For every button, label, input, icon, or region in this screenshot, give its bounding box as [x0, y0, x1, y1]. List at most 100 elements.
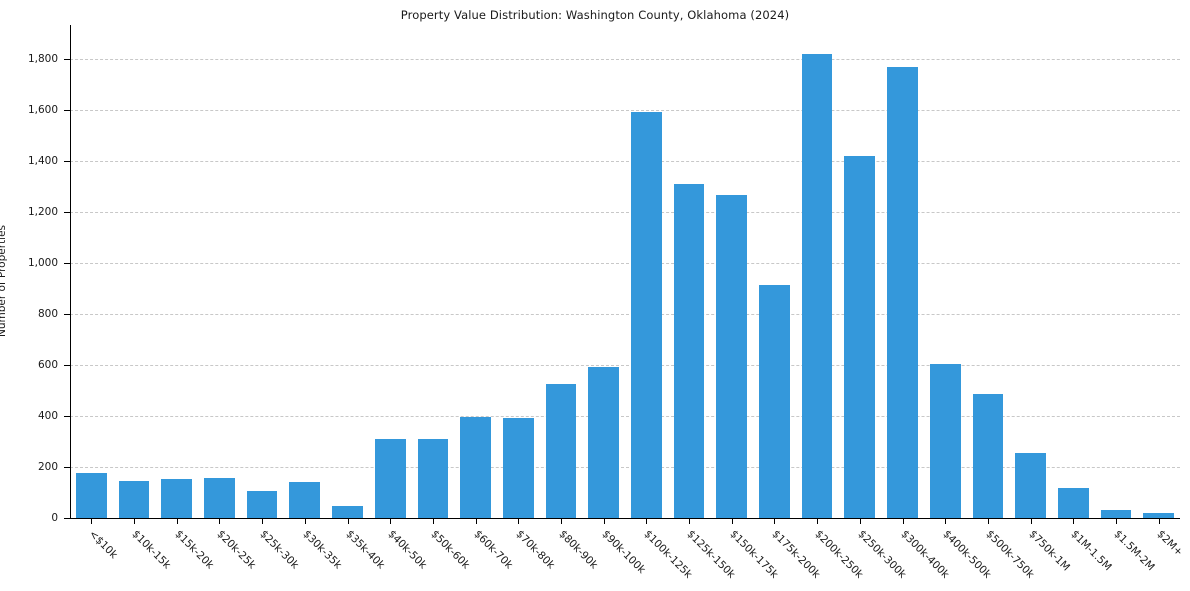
- x-axis-tick-label: $750k-1M: [1026, 528, 1071, 573]
- y-axis-tick-mark: [64, 314, 70, 315]
- y-axis-label: Number of Properties: [0, 224, 8, 338]
- y-axis-tick-mark: [64, 416, 70, 417]
- x-axis-tick-mark: [134, 519, 136, 524]
- y-axis-tick-label: 200: [37, 461, 58, 473]
- x-axis-tick-mark: [560, 519, 562, 524]
- x-axis-tick-mark: [304, 519, 306, 524]
- x-axis-tick-mark: [1073, 519, 1075, 524]
- x-axis-tick-label: $35k-40k: [343, 528, 386, 571]
- x-axis-tick-label: $20k-25k: [215, 528, 258, 571]
- y-axis-tick-mark: [64, 263, 70, 264]
- x-axis-tick-label-text: $50k-60k: [428, 528, 472, 572]
- bar: [630, 111, 662, 518]
- bar: [374, 438, 406, 518]
- x-axis-tick-label: $90k-100k: [599, 528, 647, 576]
- x-axis-tick-mark: [774, 519, 776, 524]
- y-axis-tick-label: 1,800: [27, 53, 58, 65]
- x-axis-tick-label: $10k-15k: [130, 528, 173, 571]
- y-axis-tick-mark: [64, 467, 70, 468]
- x-axis-tick-label-text: $60k-70k: [471, 528, 515, 572]
- x-axis-tick-mark: [731, 519, 733, 524]
- x-axis-tick-mark: [176, 519, 178, 524]
- x-axis-tick-mark: [646, 519, 648, 524]
- plot-area: [70, 53, 1180, 518]
- bar: [332, 506, 363, 518]
- x-axis-spine: [70, 518, 1180, 519]
- bar: [972, 394, 1004, 518]
- bar: [1143, 513, 1175, 518]
- y-axis-tick-label: 600: [37, 359, 58, 371]
- y-axis-tick-label: 1,000: [27, 257, 58, 269]
- x-axis-tick-label: <$10k: [87, 528, 120, 561]
- bar: [417, 438, 449, 518]
- bar: [118, 481, 150, 518]
- x-axis-tick-mark: [475, 519, 477, 524]
- y-axis-tick-label: 400: [37, 410, 58, 422]
- bar: [759, 284, 790, 518]
- x-axis-tick-label: $80k-90k: [556, 528, 599, 571]
- x-axis-tick-label-text: $80k-90k: [556, 528, 600, 572]
- x-axis-tick-label-text: <$10k: [86, 528, 121, 562]
- x-axis-tick-label: $1M-1.5M: [1069, 528, 1114, 573]
- bar: [887, 66, 918, 518]
- y-axis-tick-mark: [64, 59, 70, 60]
- x-axis-tick-label-text: $25k-30k: [257, 528, 302, 572]
- x-axis-tick-mark: [987, 519, 989, 524]
- x-axis-tick-label: $25k-30k: [258, 528, 301, 571]
- y-axis-tick-mark: [64, 161, 70, 162]
- bar: [1015, 453, 1046, 518]
- x-axis-tick-mark: [603, 519, 605, 524]
- y-axis-tick-mark: [64, 365, 70, 366]
- bar: [289, 481, 321, 518]
- x-axis-tick-label: $15k-20k: [172, 528, 215, 571]
- x-axis-tick-mark: [859, 519, 861, 524]
- y-axis-tick-mark: [64, 518, 70, 519]
- x-axis-tick-mark: [347, 519, 349, 524]
- x-axis-tick-label: $40k-50k: [386, 528, 429, 571]
- bar: [929, 363, 961, 518]
- x-axis-tick-mark: [689, 519, 691, 524]
- x-axis-tick-label-text: $2M+: [1154, 528, 1185, 559]
- y-axis-tick-mark: [64, 212, 70, 213]
- y-axis-tick-label: 1,200: [27, 206, 58, 218]
- y-axis-tick-label: 1,600: [27, 104, 58, 116]
- x-axis-tick-mark: [432, 519, 434, 524]
- x-axis-tick-label-text: $1M-1.5M: [1068, 528, 1115, 574]
- x-axis-tick-mark: [1030, 519, 1032, 524]
- x-axis-tick-label-text: $70k-80k: [513, 528, 558, 572]
- bar: [204, 478, 235, 518]
- x-axis-tick-mark: [518, 519, 520, 524]
- y-axis-tick-mark: [64, 110, 70, 111]
- y-axis-tick-label: 0: [51, 512, 58, 524]
- x-axis-tick-label-text: $90k-100k: [599, 528, 648, 577]
- x-axis-tick-mark: [1158, 519, 1160, 524]
- x-axis-tick-label: $50k-60k: [428, 528, 471, 571]
- y-axis-tick-label: 1,400: [27, 155, 58, 167]
- x-axis-tick-label: $2M+: [1154, 528, 1185, 559]
- x-axis-tick-label: $70k-80k: [514, 528, 557, 571]
- x-axis-tick-mark: [91, 519, 93, 524]
- bar: [801, 53, 833, 518]
- x-axis-tick-mark: [817, 519, 819, 524]
- x-axis-tick-label-text: $35k-40k: [343, 528, 387, 572]
- x-axis-tick-mark: [262, 519, 264, 524]
- bar: [673, 183, 705, 518]
- x-axis-tick-mark: [1115, 519, 1117, 524]
- bar: [588, 367, 620, 518]
- bar: [460, 416, 491, 518]
- y-axis-spine: [70, 25, 71, 518]
- bar: [1100, 509, 1132, 518]
- x-axis-tick-label-text: $750k-1M: [1026, 528, 1072, 574]
- x-axis-tick-label: $30k-35k: [300, 528, 343, 571]
- x-axis-tick-label-text: $10k-15k: [129, 528, 173, 572]
- bar: [161, 479, 193, 518]
- x-axis-tick-label: $1.5M-2M: [1111, 528, 1156, 573]
- x-axis-tick-label-text: $15k-20k: [172, 528, 216, 572]
- y-axis-tick-label: 800: [37, 308, 58, 320]
- bar: [246, 491, 278, 518]
- x-axis-tick-label-text: $1.5M-2M: [1111, 528, 1157, 574]
- x-axis-tick-mark: [219, 519, 221, 524]
- page-title: Property Value Distribution: Washington …: [400, 8, 790, 22]
- bar: [502, 417, 534, 518]
